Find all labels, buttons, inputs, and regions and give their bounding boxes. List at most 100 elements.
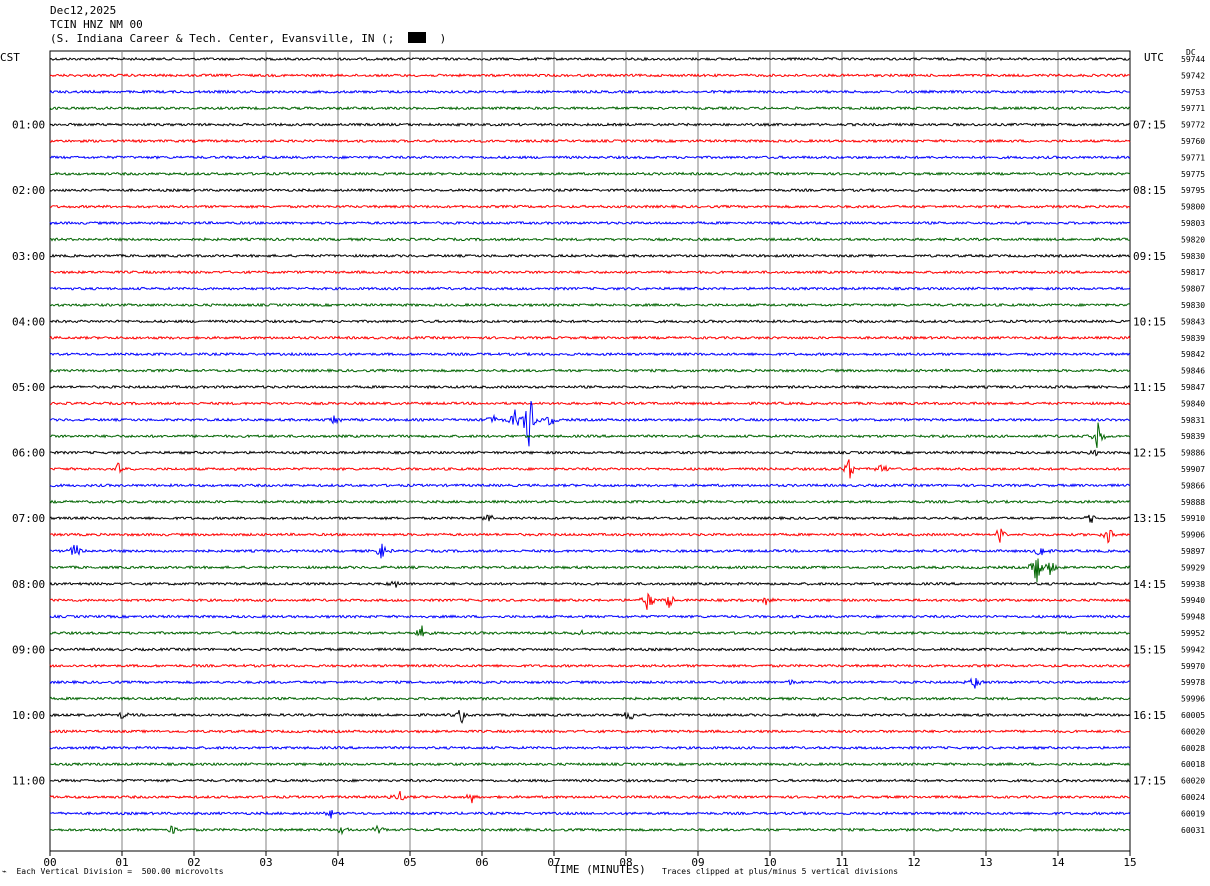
dc-value-label: 59940 bbox=[1181, 596, 1205, 605]
dc-column-label: DC bbox=[1186, 48, 1196, 57]
right-hour-label: 11:15 bbox=[1133, 381, 1166, 394]
seismic-trace bbox=[49, 204, 1131, 210]
seismic-trace bbox=[49, 459, 1131, 479]
seismic-trace bbox=[49, 580, 1131, 588]
dc-value-label: 59978 bbox=[1181, 678, 1205, 687]
plot-header: Dec12,2025 TCIN HNZ NM 00 (S. Indiana Care… bbox=[50, 4, 446, 46]
dc-value-label: 59831 bbox=[1181, 416, 1205, 425]
seismic-trace bbox=[49, 89, 1131, 95]
dc-value-label: 59775 bbox=[1181, 170, 1205, 179]
x-tick-label: 13 bbox=[979, 856, 992, 869]
left-hour-label: 09:00 bbox=[12, 643, 45, 656]
seismic-trace bbox=[49, 790, 1131, 804]
x-tick-label: 04 bbox=[331, 856, 345, 869]
dc-value-label: 59910 bbox=[1181, 514, 1205, 523]
seismic-trace bbox=[50, 543, 1131, 559]
right-hour-label: 07:15 bbox=[1133, 119, 1166, 132]
dc-value-label: 60024 bbox=[1181, 793, 1205, 802]
dc-value-label: 59795 bbox=[1181, 186, 1205, 195]
seismic-trace bbox=[49, 677, 1131, 689]
left-hour-label: 08:00 bbox=[12, 578, 45, 591]
x-tick-label: 02 bbox=[187, 856, 200, 869]
dc-value-label: 59952 bbox=[1181, 629, 1205, 638]
dc-value-label: 59886 bbox=[1181, 449, 1205, 458]
seismic-trace bbox=[49, 73, 1131, 78]
dc-value-label: 60028 bbox=[1181, 744, 1205, 753]
header-location: (S. Indiana Career & Tech. Center, Evans… bbox=[50, 32, 446, 46]
dc-value-label: 59970 bbox=[1181, 662, 1205, 671]
footer-clip-note: Traces clipped at plus/minus 5 vertical … bbox=[662, 867, 899, 876]
right-hour-label: 08:15 bbox=[1133, 184, 1166, 197]
dc-value-label: 59820 bbox=[1181, 235, 1205, 244]
left-hour-label: 11:00 bbox=[12, 775, 45, 788]
dc-value-label: 59830 bbox=[1181, 252, 1205, 261]
x-tick-label: 12 bbox=[907, 856, 920, 869]
x-tick-label: 07 bbox=[547, 856, 560, 869]
x-tick-label: 15 bbox=[1123, 856, 1136, 869]
x-tick-label: 08 bbox=[619, 856, 632, 869]
left-hour-label: 06:00 bbox=[12, 447, 45, 460]
dc-value-label: 59942 bbox=[1181, 645, 1205, 654]
dc-value-label: 59843 bbox=[1181, 317, 1205, 326]
seismic-trace bbox=[49, 105, 1131, 111]
dc-value-label: 59817 bbox=[1181, 268, 1205, 277]
seismic-trace bbox=[49, 302, 1131, 308]
dc-value-label: 59847 bbox=[1181, 383, 1205, 392]
dc-value-label: 59938 bbox=[1181, 580, 1205, 589]
dc-value-label: 59800 bbox=[1181, 203, 1205, 212]
dc-value-label: 60031 bbox=[1181, 826, 1205, 835]
seismic-trace bbox=[50, 253, 1131, 259]
header-date: Dec12,2025 bbox=[50, 4, 117, 17]
header-location-end: ) bbox=[439, 32, 447, 45]
seismic-trace bbox=[49, 663, 1131, 669]
dc-value-label: 59744 bbox=[1181, 55, 1205, 64]
dc-value-label: 59929 bbox=[1181, 563, 1205, 572]
seismic-trace bbox=[49, 368, 1131, 374]
dc-value-label: 59906 bbox=[1181, 531, 1205, 540]
dc-value-label: 59948 bbox=[1181, 613, 1205, 622]
seismic-trace bbox=[49, 318, 1131, 324]
x-tick-label: 01 bbox=[115, 856, 128, 869]
right-hour-label: 13:15 bbox=[1133, 512, 1166, 525]
left-hour-label: 07:00 bbox=[12, 512, 45, 525]
footer-scale-note: ⌁ Each Vertical Division = 500.00 microv… bbox=[2, 867, 224, 876]
seismic-trace bbox=[49, 220, 1131, 226]
redacted-mark bbox=[408, 32, 427, 43]
x-tick-label: 11 bbox=[835, 856, 848, 869]
seismic-trace bbox=[49, 646, 1131, 652]
right-timezone-label: UTC bbox=[1144, 51, 1164, 64]
dc-value-label: 59753 bbox=[1181, 88, 1205, 97]
dc-value-label: 60005 bbox=[1181, 711, 1205, 720]
seismic-trace bbox=[49, 171, 1131, 177]
header-station: TCIN HNZ NM 00 bbox=[50, 18, 143, 31]
footer-scale-text: Each Vertical Division = 500.00 microvol… bbox=[16, 867, 224, 876]
dc-value-label: 60019 bbox=[1181, 809, 1205, 818]
dc-value-label: 59840 bbox=[1181, 399, 1205, 408]
seismic-trace bbox=[49, 709, 1131, 724]
left-hour-label: 04:00 bbox=[12, 315, 45, 328]
seismic-trace bbox=[49, 400, 1131, 447]
dc-value-label: 60020 bbox=[1181, 777, 1205, 786]
right-hour-label: 12:15 bbox=[1133, 447, 1166, 460]
seismic-trace bbox=[50, 449, 1131, 457]
seismic-trace bbox=[49, 614, 1131, 619]
plot-frame bbox=[49, 50, 1131, 852]
seismic-trace bbox=[49, 56, 1131, 62]
left-timezone-label: CST bbox=[0, 51, 20, 64]
seismic-trace bbox=[49, 401, 1131, 406]
seismic-trace bbox=[49, 122, 1131, 128]
dc-value-label: 59846 bbox=[1181, 367, 1205, 376]
left-hour-label: 01:00 bbox=[12, 119, 45, 132]
seismic-trace bbox=[49, 154, 1131, 160]
right-hour-label: 15:15 bbox=[1133, 643, 1166, 656]
seismic-trace bbox=[49, 286, 1131, 291]
x-tick-label: 14 bbox=[1051, 856, 1065, 869]
left-hour-label: 03:00 bbox=[12, 250, 45, 263]
dc-value-label: 59839 bbox=[1181, 334, 1205, 343]
seismic-trace bbox=[49, 625, 1131, 637]
dc-value-label: 59866 bbox=[1181, 481, 1205, 490]
left-hour-label: 02:00 bbox=[12, 184, 45, 197]
seismic-trace bbox=[49, 187, 1130, 193]
seismic-trace bbox=[49, 824, 1131, 836]
